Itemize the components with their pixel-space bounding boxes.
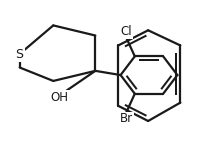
Text: Br: Br	[120, 112, 133, 125]
Text: OH: OH	[51, 91, 69, 104]
Text: Cl: Cl	[121, 25, 132, 38]
Text: S: S	[16, 48, 24, 61]
